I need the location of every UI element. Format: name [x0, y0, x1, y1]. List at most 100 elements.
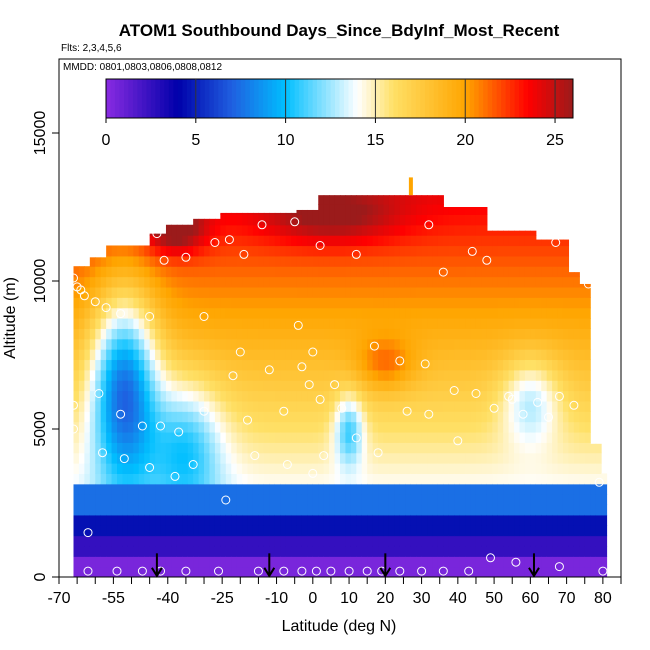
heatmap-cell [296, 545, 303, 557]
heatmap-cell [274, 535, 281, 547]
heatmap-cell [269, 380, 276, 392]
heatmap-cell [269, 463, 276, 474]
heatmap-cell [78, 504, 85, 516]
heatmap-cell [378, 473, 385, 485]
heatmap-cell [209, 266, 216, 278]
heatmap-cell [296, 431, 303, 443]
sample-point [253, 566, 263, 576]
heatmap-cell [524, 442, 531, 454]
heatmap-cell [280, 504, 287, 516]
heatmap-cell [89, 257, 96, 267]
heatmap-cell [470, 452, 477, 464]
heatmap-cell [514, 483, 521, 495]
colorbar-swatch [397, 79, 403, 118]
heatmap-cell [437, 204, 444, 215]
heatmap-cell [160, 266, 167, 278]
heatmap-cell [481, 224, 488, 236]
heatmap-cell [214, 235, 221, 247]
heatmap-cell [269, 328, 276, 340]
sample-point [297, 362, 307, 372]
heatmap-cell [410, 195, 417, 205]
heatmap-cell [144, 535, 151, 547]
heatmap-cell [350, 473, 357, 485]
heatmap-cell [552, 421, 559, 433]
heatmap-cell [122, 535, 129, 547]
heatmap-cell [492, 483, 499, 495]
heatmap-cell [459, 442, 466, 454]
y-tick-label: 5000 [32, 411, 49, 447]
heatmap-cell [323, 514, 330, 526]
heatmap-cell [546, 504, 553, 516]
arrow-head [151, 567, 163, 578]
heatmap-cell [252, 535, 260, 547]
heatmap-cell [481, 286, 488, 298]
heatmap-cell [231, 338, 238, 350]
heatmap-cell [165, 431, 172, 443]
heatmap-cell [78, 535, 85, 547]
heatmap-cell [247, 318, 254, 329]
heatmap-cell [84, 566, 91, 577]
heatmap-cell [111, 359, 118, 371]
heatmap-cell [95, 545, 102, 557]
heatmap-cell [497, 566, 504, 577]
heatmap-cell [514, 245, 521, 257]
heatmap-cell [405, 307, 412, 319]
heatmap-cell [296, 349, 303, 361]
heatmap-cell [258, 566, 265, 577]
heatmap-cell [285, 286, 292, 298]
colorbar-swatch [559, 79, 565, 118]
heatmap-cell [182, 545, 189, 557]
heatmap-cell [100, 369, 107, 381]
heatmap-cell [334, 338, 341, 350]
heatmap-cell [361, 307, 368, 319]
heatmap-cell [427, 411, 434, 423]
heatmap-cell [95, 431, 102, 443]
heatmap-cell [481, 494, 488, 506]
heatmap-cell [231, 214, 238, 226]
heatmap-cell [508, 297, 515, 309]
heatmap-cell [258, 276, 265, 288]
heatmap-cell [481, 245, 488, 257]
heatmap-cell [345, 328, 352, 340]
heatmap-cell [78, 411, 85, 423]
heatmap-cell [323, 431, 330, 443]
heatmap-cell [367, 514, 374, 526]
heatmap-cell [530, 473, 537, 485]
heatmap-cell [552, 463, 559, 474]
heatmap-cell [361, 276, 368, 288]
heatmap-cell [165, 452, 172, 464]
heatmap-cell [443, 266, 450, 278]
heatmap-cell [530, 230, 537, 236]
heatmap-cell [209, 494, 216, 506]
heatmap-cell [263, 255, 270, 267]
heatmap-cell [133, 349, 140, 361]
heatmap-cell [573, 504, 580, 516]
heatmap-cell [443, 431, 450, 443]
heatmap-cell [198, 369, 205, 381]
heatmap-cell [127, 338, 134, 350]
heatmap-cell [318, 556, 325, 568]
heatmap-cell [138, 349, 145, 361]
heatmap-cell [573, 514, 580, 526]
heatmap-cell [535, 421, 542, 433]
sample-point [137, 421, 147, 431]
heatmap-cell [100, 556, 107, 568]
heatmap-cell [541, 463, 548, 474]
heatmap-cell [394, 318, 401, 329]
heatmap-cell [378, 504, 385, 516]
colorbar-swatch [433, 79, 439, 118]
heatmap-cell [171, 566, 178, 577]
heatmap-cell [443, 338, 450, 350]
heatmap-cell [296, 525, 303, 537]
heatmap-cell [307, 307, 314, 319]
heatmap-cell [568, 545, 575, 557]
heatmap-cell [421, 514, 428, 526]
heatmap-cell [503, 411, 510, 423]
heatmap-cell [84, 514, 91, 526]
heatmap-cell [470, 400, 477, 412]
heatmap-cell [427, 359, 434, 371]
heatmap-cell [198, 400, 205, 412]
heatmap-cell [209, 431, 216, 443]
heatmap-cell [486, 255, 493, 267]
